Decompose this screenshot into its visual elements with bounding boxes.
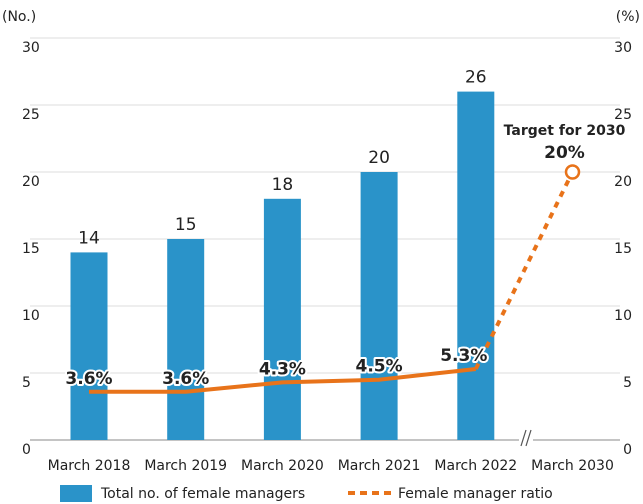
line-value-label: 3.6% <box>162 369 209 389</box>
y-tick-label: 25 <box>22 107 40 123</box>
bar <box>457 91 495 440</box>
x-tick-label: March 2020 <box>241 458 324 474</box>
y-tick-label: 15 <box>22 241 40 257</box>
x-tick-label: March 2019 <box>144 458 227 474</box>
bar-value-label: 20 <box>368 148 390 168</box>
bar <box>70 252 108 440</box>
legend-label: Female manager ratio <box>398 486 553 502</box>
x-tick-label: March 2021 <box>338 458 421 474</box>
line <box>89 366 477 394</box>
line-value-label: 5.3% <box>440 346 487 366</box>
target-line <box>474 171 575 370</box>
y-tick-label: 30 <box>22 40 40 56</box>
annotation: Target for 2030 <box>504 123 626 139</box>
y-tick-label: 10 <box>22 308 40 324</box>
bar-value-label: 14 <box>78 228 100 248</box>
x-tick-label: March 2018 <box>48 458 131 474</box>
line-value-label: 20% <box>544 143 585 163</box>
y2-tick-label: 25 <box>614 107 632 123</box>
legend-label: Total no. of female managers <box>100 486 305 502</box>
x-tick-label: March 2022 <box>434 458 517 474</box>
y2-tick-label: 10 <box>614 308 632 324</box>
y2-tick-label: 5 <box>623 375 632 391</box>
y2-axis-label: (%) <box>616 9 640 25</box>
target-marker <box>564 164 581 180</box>
y-axis-label: (No.) <box>2 9 36 25</box>
line-value-label: 4.5% <box>356 357 403 377</box>
bar-value-label: 15 <box>175 215 197 235</box>
line-value-label: 4.3% <box>259 359 306 379</box>
y-tick-label: 5 <box>22 375 31 391</box>
bar <box>360 172 398 440</box>
axis-break <box>519 429 533 447</box>
bar <box>263 198 301 440</box>
y2-tick-label: 30 <box>614 40 632 56</box>
y2-tick-label: 15 <box>614 241 632 257</box>
bar-value-label: 26 <box>465 68 487 88</box>
y-tick-label: 20 <box>22 174 40 190</box>
x-tick-label: March 2030 <box>531 458 614 474</box>
y2-tick-label: 20 <box>614 174 632 190</box>
legend-swatch <box>60 485 92 502</box>
bar-value-label: 18 <box>272 175 294 195</box>
bar <box>167 239 205 440</box>
y-tick-label: 0 <box>22 442 31 458</box>
y2-tick-label: 0 <box>623 442 632 458</box>
line-value-label: 3.6% <box>65 369 112 389</box>
